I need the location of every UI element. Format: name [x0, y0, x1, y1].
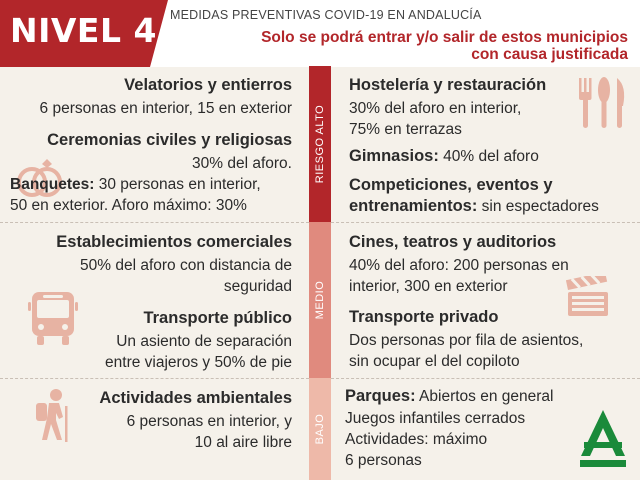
risk-strip-alto: RIESGO ALTO [309, 66, 331, 222]
transporte-publico-text-1: Un asiento de separación [116, 333, 292, 350]
velatorios-title: Velatorios y entierros [124, 76, 292, 94]
actividades-title: Actividades ambientales [99, 389, 292, 407]
risk-label-medio: MEDIO [314, 280, 326, 320]
actividades-text-1: 6 personas en interior, y [126, 413, 292, 430]
transporte-publico-text-2: entre viajeros y 50% de pie [105, 354, 292, 371]
risk-strip-medio: MEDIO [309, 222, 331, 378]
rings-icon [17, 159, 62, 197]
notice-line-2: con causa justificada [471, 46, 628, 63]
level-banner [0, 0, 168, 67]
banquetes-text-2: 50 en exterior. Aforo máximo: 30% [10, 197, 247, 214]
cutlery-icon [579, 77, 625, 128]
divider-medio-right [331, 222, 640, 223]
cines-title: Cines, teatros y auditorios [349, 233, 557, 251]
header-subtitle: MEDIDAS PREVENTIVAS COVID-19 EN ANDALUCÍ… [170, 8, 482, 22]
bus-icon [28, 292, 78, 345]
gimnasios-text: 40% del aforo [438, 148, 539, 165]
divider-bajo-right [331, 378, 640, 379]
notice-line-1: Solo se podrá entrar y/o salir de estos … [261, 29, 628, 46]
transporte-privado-text-2: sin ocupar el del copiloto [349, 353, 520, 370]
hiker-icon [36, 389, 68, 442]
hosteleria-text-1: 30% del aforo en interior, [349, 100, 522, 117]
cines-text-2: interior, 300 en exterior [349, 278, 508, 295]
banquetes-text-1: 30 personas en interior, [94, 176, 261, 193]
banquetes-title: Banquetes: [10, 176, 95, 193]
gimnasios-line: Gimnasios: 40% del aforo [349, 146, 539, 167]
level-title: NIVEL 4 [10, 11, 157, 50]
hosteleria-title: Hostelería y restauración [349, 76, 547, 94]
ceremonias-title: Ceremonias civiles y religiosas [47, 131, 292, 149]
competiciones-line-2: entrenamientos: sin espectadores [349, 196, 599, 217]
transporte-privado-title: Transporte privado [349, 308, 499, 326]
parques-text: Abiertos en general [415, 388, 554, 405]
cines-text-1: 40% del aforo: 200 personas en [349, 257, 569, 274]
gimnasios-title: Gimnasios: [349, 147, 439, 165]
risk-label-bajo: BAJO [314, 413, 326, 445]
risk-label-alto: RIESGO ALTO [314, 104, 326, 184]
banquetes-line-1: Banquetes: 30 personas en interior, [10, 174, 261, 195]
competiciones-title-2: entrenamientos: [349, 197, 478, 215]
divider-medio-left [0, 222, 309, 223]
hosteleria-text-2: 75% en terrazas [349, 121, 462, 138]
comercios-text-2: seguridad [223, 278, 292, 295]
risk-strip-bajo: BAJO [309, 378, 331, 480]
divider-bajo-left [0, 378, 309, 379]
header: NIVEL 4 MEDIDAS PREVENTIVAS COVID-19 EN … [0, 0, 640, 67]
parques-line: Parques: Abiertos en general [345, 386, 553, 407]
clapperboard-icon [566, 276, 608, 316]
actividades-text-2: 10 al aire libre [194, 434, 292, 451]
ceremonias-text: 30% del aforo. [192, 155, 292, 172]
transporte-privado-text-1: Dos personas por fila de asientos, [349, 332, 584, 349]
velatorios-text: 6 personas en interior, 15 en exterior [39, 100, 292, 117]
competiciones-title-1: Competiciones, eventos y [349, 176, 553, 194]
parques-title: Parques: [345, 387, 416, 405]
competiciones-text: sin espectadores [477, 198, 599, 215]
juegos-text: Juegos infantiles cerrados [345, 410, 526, 427]
junta-andalucia-logo [580, 410, 626, 467]
transporte-publico-title: Transporte público [143, 309, 292, 327]
comercios-text-1: 50% del aforo con distancia de [80, 257, 292, 274]
personas-text: 6 personas [345, 452, 422, 469]
comercios-title: Establecimientos comerciales [56, 233, 292, 251]
actividades-max-text: Actividades: máximo [345, 431, 488, 448]
